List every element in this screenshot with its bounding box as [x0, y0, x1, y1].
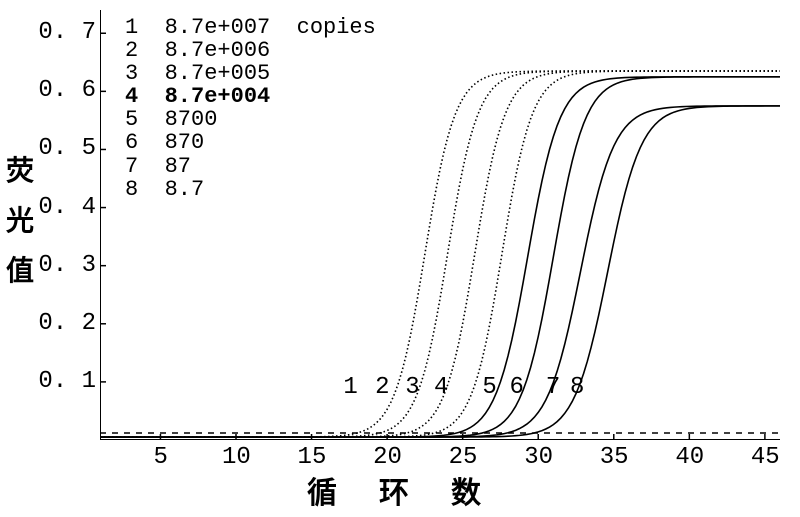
y-axis-title-char: 荧	[6, 160, 34, 188]
curve-number-label: 5	[482, 374, 496, 401]
curve-number-label: 2	[375, 374, 389, 401]
x-tick-label: 10	[222, 444, 251, 471]
legend-row: 5 8700	[125, 108, 376, 131]
legend: 1 8.7e+007 copies2 8.7e+0063 8.7e+0054 8…	[125, 16, 376, 201]
legend-row: 2 8.7e+006	[125, 39, 376, 62]
x-tick-label: 45	[751, 444, 780, 471]
y-tick-label: 0. 6	[38, 77, 96, 104]
y-axis-title-char: 值	[6, 260, 34, 288]
y-tick-label: 0. 2	[38, 310, 96, 337]
x-axis-title: 循 环 数	[307, 468, 493, 513]
y-axis-title-char: 光	[6, 210, 34, 238]
x-tick-label: 20	[373, 444, 402, 471]
curve-number-label: 7	[546, 374, 560, 401]
curve-number-label: 8	[570, 374, 584, 401]
y-tick-label: 0. 1	[38, 368, 96, 395]
curve-number-label: 1	[343, 374, 357, 401]
x-tick-label: 35	[600, 444, 629, 471]
y-tick-label: 0. 7	[38, 19, 96, 46]
curve-number-label: 3	[405, 374, 419, 401]
curve-number-label: 4	[434, 374, 448, 401]
y-tick-label: 0. 4	[38, 194, 96, 221]
curve-number-label: 6	[510, 374, 524, 401]
legend-row: 7 87	[125, 155, 376, 178]
x-tick-label: 15	[298, 444, 327, 471]
legend-row: 1 8.7e+007 copies	[125, 16, 376, 39]
legend-row: 3 8.7e+005	[125, 62, 376, 85]
legend-row: 4 8.7e+004	[125, 85, 376, 108]
chart-container: 荧光值 循 环 数 510152025303540450. 10. 20. 30…	[0, 0, 800, 517]
y-tick-label: 0. 3	[38, 252, 96, 279]
x-tick-label: 25	[449, 444, 478, 471]
x-tick-label: 40	[675, 444, 704, 471]
legend-row: 6 870	[125, 131, 376, 154]
x-tick-label: 5	[153, 444, 167, 471]
legend-row: 8 8.7	[125, 178, 376, 201]
y-tick-label: 0. 5	[38, 135, 96, 162]
x-tick-label: 30	[524, 444, 553, 471]
